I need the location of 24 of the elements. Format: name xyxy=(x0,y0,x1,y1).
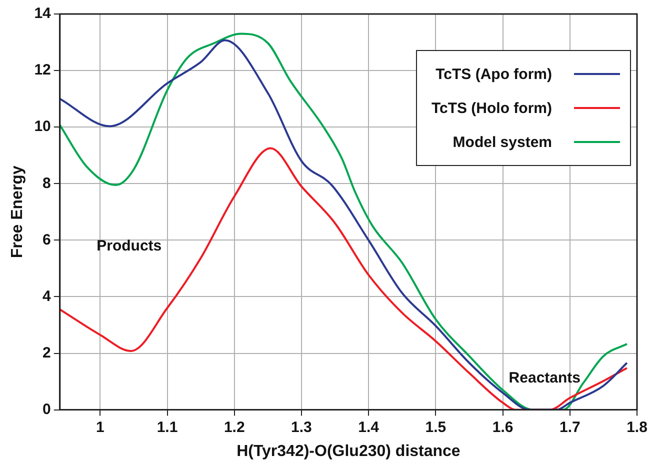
legend-label: TcTS (Holo form) xyxy=(431,100,552,116)
x-tick-label: 1.3 xyxy=(291,418,312,436)
y-tick-label: 2 xyxy=(42,344,51,362)
legend-label: TcTS (Apo form) xyxy=(436,66,552,82)
y-tick-label: 8 xyxy=(42,174,51,192)
x-tick-label: 1.6 xyxy=(492,418,514,436)
x-tick-label: 1.5 xyxy=(425,418,446,436)
y-axis-title: Free Energy xyxy=(9,166,26,258)
x-tick-label: 1 xyxy=(96,418,104,436)
annotation: Products xyxy=(96,237,162,254)
y-tick-label: 14 xyxy=(34,5,52,22)
y-tick-label: 4 xyxy=(42,288,52,305)
y-tick-label: 0 xyxy=(42,400,51,418)
legend-label: Model system xyxy=(452,134,552,150)
x-tick-label: 1.4 xyxy=(358,418,380,436)
x-tick-label: 1.8 xyxy=(626,418,648,436)
x-tick-label: 1.1 xyxy=(156,418,178,436)
y-tick-label: 10 xyxy=(34,118,51,136)
x-axis-title: H(Tyr342)-O(Glu230) distance xyxy=(236,442,460,460)
annotation: Reactants xyxy=(508,370,581,387)
y-tick-label: 12 xyxy=(34,62,51,79)
x-tick-label: 1.7 xyxy=(559,418,580,436)
x-tick-label: 1.2 xyxy=(224,418,245,436)
y-tick-label: 6 xyxy=(42,231,51,248)
